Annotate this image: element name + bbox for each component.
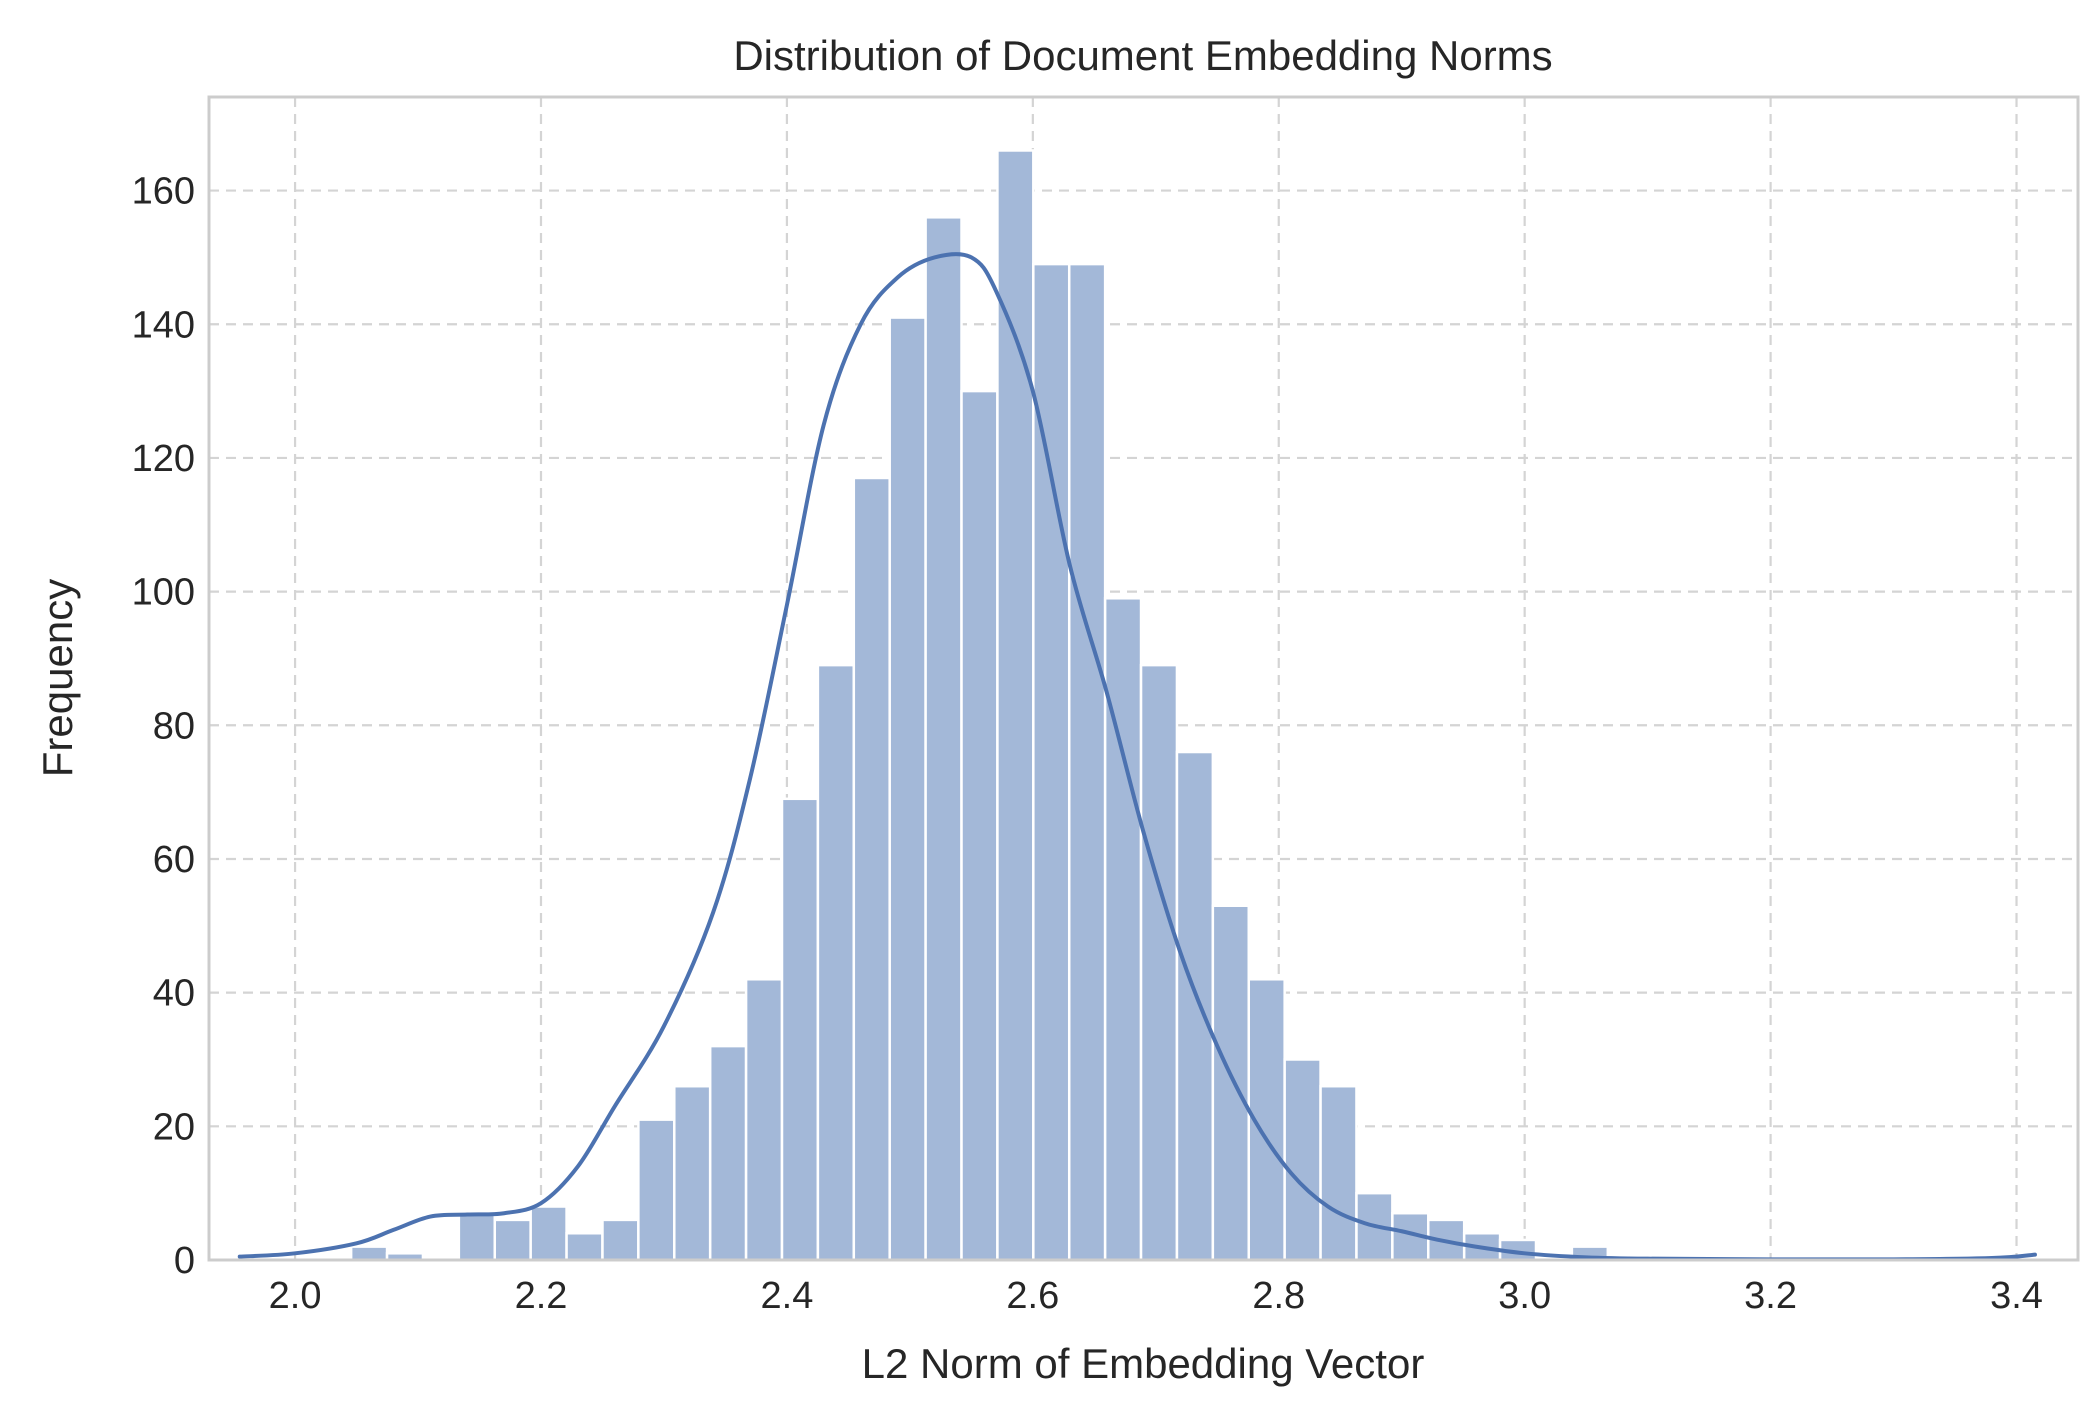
histogram-bar — [780, 797, 820, 1262]
y-tick-label: 80 — [153, 705, 195, 747]
chart-title: Distribution of Document Embedding Norms — [733, 32, 1552, 79]
histogram-bar — [565, 1232, 604, 1262]
plot-frame — [207, 95, 2080, 1262]
x-tick-label: 2.8 — [1252, 1275, 1305, 1317]
histogram-bar — [708, 1044, 748, 1262]
y-tick-label: 60 — [153, 839, 195, 881]
histogram-bar — [852, 476, 891, 1262]
histogram-bar — [816, 663, 856, 1262]
histogram-bar — [529, 1205, 568, 1262]
histogram-bar — [1211, 904, 1251, 1262]
histogram-bar — [996, 149, 1035, 1262]
histogram-bar — [888, 316, 927, 1262]
histogram-bar — [960, 389, 999, 1262]
histogram-bar — [1319, 1084, 1358, 1262]
x-tick-label: 2.0 — [269, 1275, 322, 1317]
histogram-bar — [1283, 1058, 1322, 1262]
x-axis-label: L2 Norm of Embedding Vector — [862, 1340, 1425, 1387]
histogram-bar — [1032, 262, 1071, 1262]
histogram-bar — [1175, 750, 1215, 1262]
histogram-bar — [1103, 597, 1143, 1262]
histogram-bar — [673, 1084, 712, 1262]
histogram-bars — [349, 149, 1610, 1262]
x-tick-label: 3.0 — [1498, 1275, 1551, 1317]
grid-lines — [209, 97, 2078, 1262]
x-tick-label: 3.4 — [1990, 1275, 2043, 1317]
y-tick-label: 40 — [153, 973, 195, 1015]
x-tick-label: 2.6 — [1006, 1275, 1059, 1317]
y-tick-label: 20 — [153, 1106, 195, 1148]
y-tick-label: 120 — [132, 438, 195, 480]
y-axis-label: Frequency — [34, 579, 81, 777]
histogram-bar — [457, 1211, 497, 1262]
kde-line — [237, 252, 2037, 1262]
histogram-bar — [924, 216, 963, 1262]
x-tick-label: 2.4 — [761, 1275, 814, 1317]
y-tick-label: 100 — [132, 572, 195, 614]
tick-labels: 2.0 2.2 2.4 2.6 2.8 3.0 3.2 3.4 0 20 40 60 80 100 120 1… — [132, 171, 2043, 1317]
histogram-bar — [349, 1245, 389, 1262]
histogram-bar — [1067, 262, 1107, 1262]
x-tick-label: 3.2 — [1744, 1275, 1797, 1317]
histogram-bar — [493, 1218, 532, 1262]
y-tick-label: 140 — [132, 304, 195, 346]
histogram-bar — [637, 1118, 676, 1262]
histogram-bar — [744, 978, 784, 1262]
histogram-bar — [601, 1218, 640, 1262]
kde-curve — [237, 252, 2037, 1262]
y-tick-label: 0 — [174, 1240, 195, 1282]
x-tick-label: 2.2 — [515, 1275, 568, 1317]
y-tick-label: 160 — [132, 171, 195, 213]
histogram-bar — [1139, 663, 1179, 1262]
